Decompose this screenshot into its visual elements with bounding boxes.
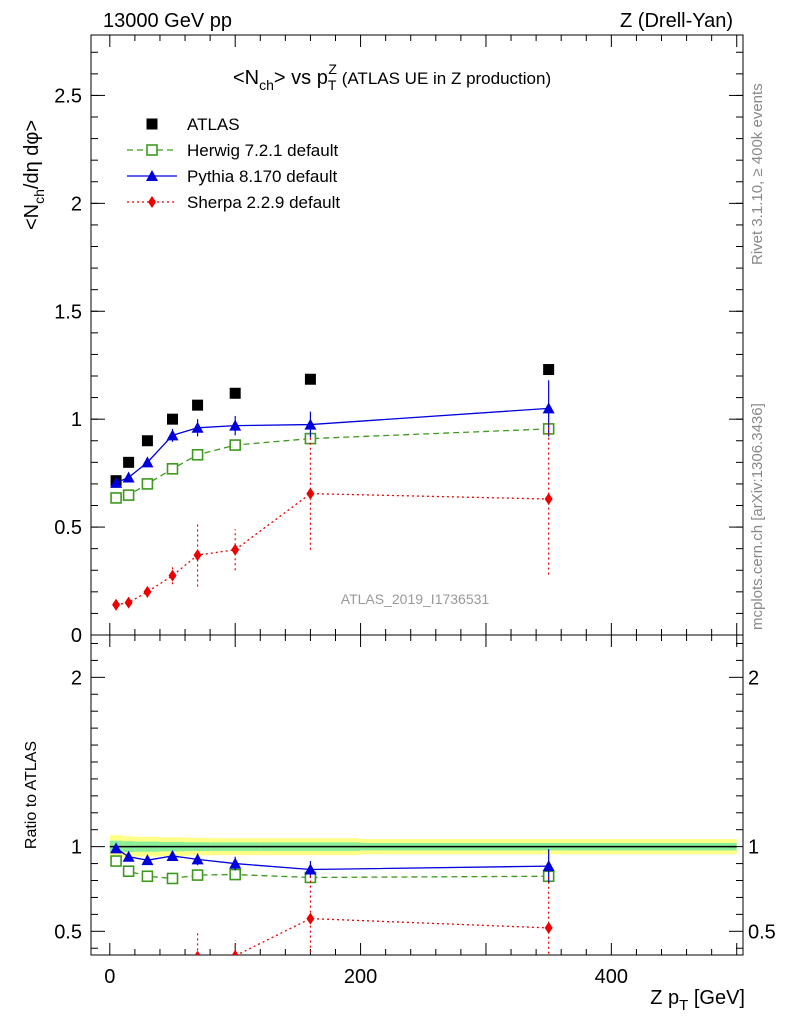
ratio-herwig-7-2-1-default-point [166,872,179,885]
top-sherpa-2-2-9-default-point [112,598,121,611]
bottom-y-tick-label: 2 [748,667,759,689]
top-plot-area [110,364,555,611]
rivet-version-label: Rivet 3.1.10, ≥ 400k events [749,83,766,265]
ratio-sherpa-2-2-9-default-point [306,912,315,925]
bottom-y-tick-label: 2 [71,667,82,689]
header-left: 13000 GeV pp [103,10,232,32]
ratio-pythia-8-170-default-point [122,850,135,862]
top-y-tick-label: 1 [71,409,82,431]
ratio-pythia-8-170-default-point [542,860,555,872]
top-sherpa-2-2-9-default-point [231,543,240,556]
ratio-sherpa-2-2-9-default-line [235,917,549,955]
top-atlas-point [192,399,204,411]
top-herwig-7-2-1-default-point [110,492,122,504]
top-atlas-point [167,413,178,425]
top-pythia-8-170-default-line [115,407,549,484]
ratio-sherpa-2-2-9-default-point [231,949,239,955]
legend-herwig-7-2-1-default-marker [146,144,158,156]
top-y-tick-label: 2.5 [54,85,82,107]
top-pythia-8-170-default-point [110,476,123,488]
ratio-sherpa-2-2-9-default-point [544,921,553,934]
mcplots-reference-label: mcplots.cern.ch [arXiv:1306.3436] [749,403,766,630]
legend-sherpa-2-2-9-default-marker [148,196,156,208]
top-sherpa-2-2-9-default-point [124,596,133,609]
top-herwig-7-2-1-default-point [166,463,179,475]
top-y-tick-label: 1.5 [54,301,82,323]
analysis-id: ATLAS_2019_I1736531 [341,591,490,607]
ratio-herwig-7-2-1-default-point [191,869,204,881]
ratio-pythia-8-170-default-point [304,863,317,875]
top-atlas-point [123,456,135,468]
ratio-herwig-7-2-1-default-point [122,865,135,877]
top-herwig-7-2-1-default-point [141,478,154,490]
ratio-sherpa-2-2-9-default-point [125,978,133,990]
bottom-y-tick-label: 0.5 [54,921,82,943]
top-y-axis-label: <Nch/dη dφ> [21,120,47,230]
top-pythia-8-170-default-point [141,456,154,468]
top-atlas-point [229,387,241,399]
chart-title: <Nch> vs pTZ (ATLAS UE in Z production) [233,61,551,93]
x-tick-label: 400 [595,966,628,988]
ratio-pythia-8-170-default-point [191,853,204,865]
top-pythia-8-170-default-point [304,418,317,430]
ratio-sherpa-2-2-9-default-point [169,963,177,975]
ratio-pythia-8-170-default-point [141,854,154,866]
bottom-y-tick-label: 1 [71,837,82,859]
ratio-herwig-7-2-1-default-point [110,855,122,867]
legend-pythia-8-170-default-label: Pythia 8.170 default [187,167,338,186]
bottom-plot-frame [90,634,744,956]
x-tick-label: 200 [344,966,377,988]
ratio-uncertainty-band [109,835,737,859]
ratio-pythia-8-170-default-point [166,849,179,861]
legend: ATLAS Herwig 7.2.1 default Pythia 8.170 de… [127,115,340,212]
ratio-sherpa-2-2-9-default-point [194,950,201,955]
top-pythia-8-170-default-point [122,471,135,483]
ratio-herwig-7-2-1-default-point [141,870,154,883]
top-atlas-point [543,364,555,376]
top-herwig-7-2-1-default-point [191,448,204,461]
legend-atlas-label: ATLAS [187,115,240,134]
legend-atlas-marker [146,118,158,130]
top-pythia-8-170-default-point [542,402,555,414]
bottom-plot-area [110,842,555,990]
bottom-y-tick-label: 0.5 [748,921,776,943]
legend-sherpa-2-2-9-default-label: Sherpa 2.2.9 default [187,193,340,212]
ratio-sherpa-2-2-9-default-point [143,973,151,985]
top-y-tick-label: 2 [71,193,82,215]
top-y-tick-label: 0 [71,625,82,647]
ratio-herwig-7-2-1-default-point [229,868,241,881]
top-sherpa-2-2-9-default-point [193,549,202,562]
top-y-tick-label: 0.5 [54,517,82,539]
top-herwig-7-2-1-default-point [122,489,135,501]
ratio-pythia-8-170-default-point [229,857,242,869]
top-sherpa-2-2-9-default-line [115,492,549,606]
legend-pythia-8-170-default-marker [146,170,158,181]
top-herwig-7-2-1-default-point [229,439,241,451]
top-pythia-8-170-default-point [191,421,204,433]
top-sherpa-2-2-9-default-point [168,569,177,582]
top-atlas-point [141,435,153,447]
top-sherpa-2-2-9-default-point [143,585,152,598]
legend-herwig-7-2-1-default-label: Herwig 7.2.1 default [187,141,338,160]
header-right: Z (Drell-Yan) [620,10,733,32]
bottom-y-axis-label: Ratio to ATLAS [23,741,40,849]
top-sherpa-2-2-9-default-point [544,493,553,506]
bottom-y-tick-label: 1 [748,837,759,859]
top-herwig-7-2-1-default-line [115,428,549,499]
top-atlas-point [304,373,316,385]
ratio-pythia-8-170-default-point [110,842,123,854]
x-tick-label: 0 [104,966,115,988]
ratio-herwig-7-2-1-default-line [115,860,549,880]
x-axis-label: Z pT [GeV] [650,987,745,1014]
top-axes: 0 0.5 1 1.5 2 2.5 [54,35,743,647]
top-pythia-8-170-default-point [166,429,179,441]
top-sherpa-2-2-9-default-point [306,487,315,500]
bottom-axes: 0 200 400 0.5 0.5 1 1 2 2 [54,635,776,988]
top-pythia-8-170-default-point [229,419,242,431]
